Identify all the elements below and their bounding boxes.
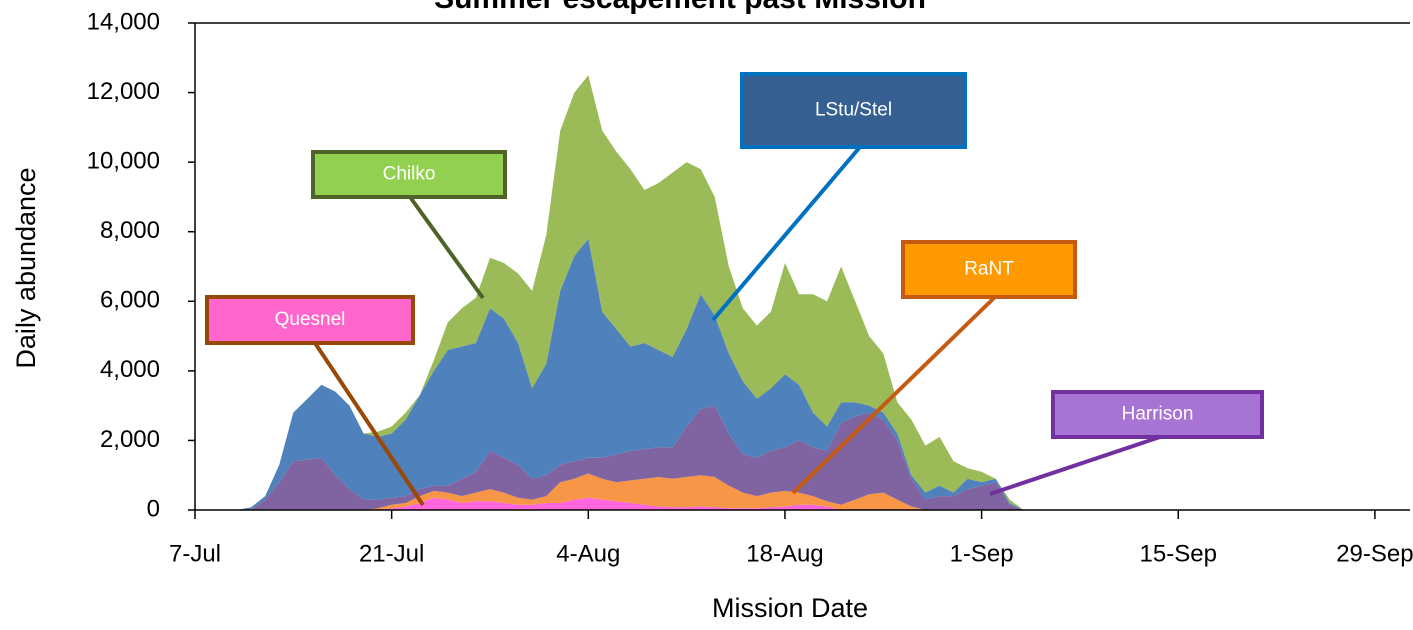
y-tick-label: 4,000 [100,356,160,383]
callout-box [311,150,507,199]
y-tick-label: 10,000 [87,147,160,174]
legend-label: Chilko [383,164,436,185]
y-tick-label: 0 [147,495,160,522]
x-tick-label: 1-Sep [950,540,1014,567]
callout-leader [711,145,862,322]
callout-leader [408,195,485,300]
y-tick-label: 8,000 [100,217,160,244]
callout-box [1051,390,1264,439]
area [237,473,1024,510]
callout-leader [989,435,1161,496]
callout-box [205,295,415,345]
x-tick-label: 21-Jul [359,540,424,567]
x-tick-label: 7-Jul [169,540,221,567]
y-tick-label: 14,000 [87,8,160,35]
area [237,75,1024,510]
x-axis-title: Mission Date [712,593,868,623]
x-tick-label: 4-Aug [556,540,620,567]
callout-box [740,72,967,149]
y-tick-label: 6,000 [100,287,160,314]
legend-label: LStu/Stel [815,100,892,121]
y-axis-title: Daily abundance [11,167,41,368]
legend-label: Harrison [1122,404,1194,425]
callout-leader [313,341,425,507]
area [237,405,1024,510]
x-tick-label: 15-Sep [1140,540,1217,567]
y-tick-label: 2,000 [100,426,160,453]
legend-label: Quesnel [275,309,346,330]
area [237,238,1024,510]
legend-label: RaNT [964,259,1014,280]
x-tick-label: 18-Aug [746,540,823,567]
y-tick-label: 12,000 [87,78,160,105]
callout-leader [791,295,997,495]
callout-box [901,240,1077,299]
chart-title: Summer escapement past Mission [434,0,926,15]
x-tick-label: 29-Sep [1336,540,1413,567]
area [237,497,1024,510]
